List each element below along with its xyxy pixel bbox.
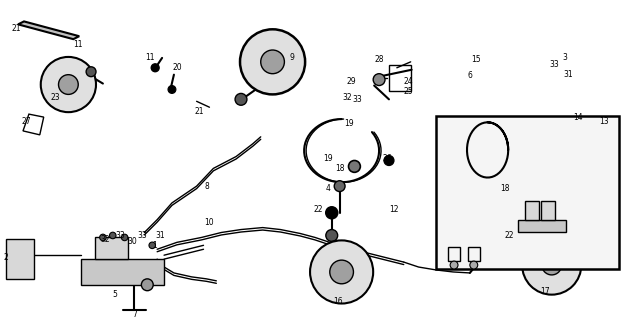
Circle shape — [384, 156, 394, 165]
Circle shape — [522, 236, 581, 295]
Bar — [436, 116, 619, 269]
Circle shape — [100, 234, 106, 241]
Text: 22: 22 — [505, 231, 514, 240]
Circle shape — [326, 229, 338, 241]
Polygon shape — [541, 201, 555, 220]
Text: 7: 7 — [132, 310, 137, 319]
Text: 24: 24 — [404, 77, 413, 86]
Text: 33: 33 — [550, 60, 559, 69]
Circle shape — [122, 234, 128, 241]
Circle shape — [151, 64, 159, 72]
Polygon shape — [6, 239, 34, 279]
Text: 23: 23 — [51, 93, 60, 102]
Circle shape — [41, 57, 96, 112]
Text: 18: 18 — [500, 184, 510, 193]
Text: 15: 15 — [471, 55, 480, 64]
Text: 21: 21 — [11, 24, 21, 33]
Circle shape — [141, 279, 153, 291]
Circle shape — [326, 207, 338, 219]
Text: 29: 29 — [347, 77, 356, 86]
Circle shape — [261, 50, 285, 74]
Text: 31: 31 — [564, 70, 573, 79]
Text: 26: 26 — [382, 154, 392, 163]
Text: 2: 2 — [4, 253, 9, 262]
Circle shape — [58, 75, 78, 94]
Circle shape — [494, 191, 505, 201]
Text: 5: 5 — [112, 290, 117, 299]
Text: 13: 13 — [599, 116, 609, 125]
Polygon shape — [18, 21, 79, 39]
Text: 30: 30 — [128, 237, 137, 246]
Text: 14: 14 — [574, 113, 583, 122]
Text: 6: 6 — [467, 71, 472, 80]
Text: 18: 18 — [335, 164, 344, 173]
Text: 28: 28 — [374, 55, 384, 64]
Text: 21: 21 — [195, 107, 204, 116]
Circle shape — [310, 240, 373, 304]
Circle shape — [149, 242, 155, 249]
Text: 33: 33 — [116, 231, 125, 240]
Text: 32: 32 — [100, 235, 110, 244]
Polygon shape — [95, 237, 127, 259]
Text: 31: 31 — [155, 231, 165, 240]
Text: 1: 1 — [152, 241, 157, 250]
Text: 9: 9 — [290, 53, 295, 62]
Polygon shape — [519, 220, 566, 232]
Circle shape — [349, 161, 361, 172]
Text: 22: 22 — [314, 205, 323, 214]
Circle shape — [334, 181, 345, 192]
Polygon shape — [82, 259, 164, 285]
Polygon shape — [525, 201, 539, 220]
Circle shape — [330, 260, 354, 284]
Text: 11: 11 — [73, 40, 83, 49]
Text: 17: 17 — [540, 287, 550, 296]
Circle shape — [235, 93, 247, 105]
Circle shape — [373, 74, 385, 85]
Circle shape — [542, 255, 562, 275]
Text: 4: 4 — [325, 184, 330, 193]
Circle shape — [450, 261, 458, 269]
Text: 33: 33 — [137, 231, 147, 240]
Text: 27: 27 — [21, 116, 31, 125]
Text: 33: 33 — [352, 95, 362, 104]
Circle shape — [168, 85, 176, 93]
Circle shape — [110, 232, 116, 239]
Text: 11: 11 — [145, 53, 155, 62]
Text: 10: 10 — [204, 218, 214, 227]
Text: 32: 32 — [343, 93, 352, 102]
Circle shape — [470, 261, 478, 269]
Text: 8: 8 — [204, 182, 209, 191]
Text: 3: 3 — [562, 53, 567, 62]
Text: 19: 19 — [345, 119, 354, 129]
Text: 12: 12 — [389, 205, 399, 214]
Circle shape — [240, 29, 305, 94]
Circle shape — [497, 227, 508, 238]
Text: 25: 25 — [404, 87, 413, 96]
Text: 19: 19 — [323, 154, 332, 163]
Text: 20: 20 — [172, 63, 182, 72]
Text: 16: 16 — [333, 297, 342, 306]
Circle shape — [86, 67, 96, 77]
